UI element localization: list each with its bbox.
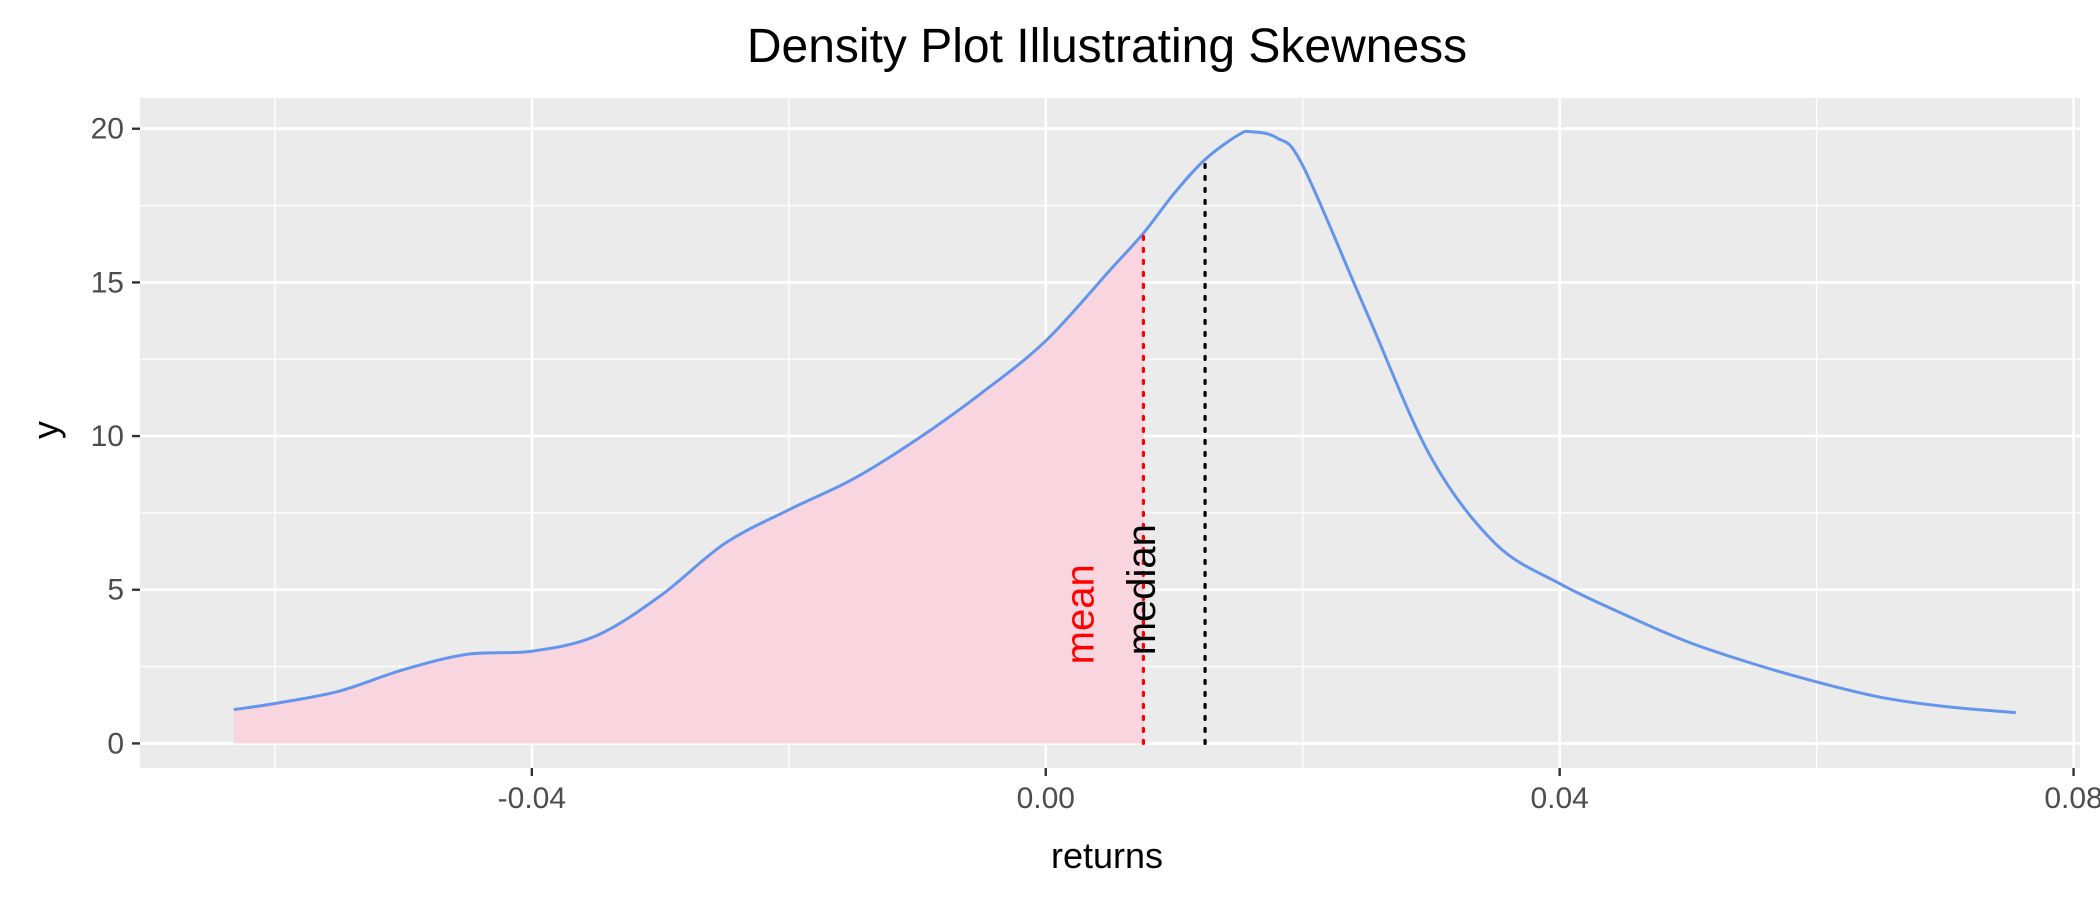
y-axis: 0 5 10 15 20: [91, 113, 140, 760]
shaded-area: [233, 233, 1144, 744]
x-tick-label: 0.08: [2044, 782, 2100, 815]
y-axis-title: y: [25, 421, 66, 439]
y-tick-label: 5: [107, 574, 124, 607]
mean-label: mean: [1058, 564, 1102, 664]
y-tick-label: 20: [91, 113, 124, 146]
x-axis-title: returns: [1051, 835, 1163, 876]
x-tick-label: 0.00: [1017, 782, 1075, 815]
x-tick-label: 0.04: [1530, 782, 1588, 815]
x-axis: -0.04 0.00 0.04 0.08: [498, 768, 2100, 815]
shaded-area-fill: [233, 233, 1144, 744]
x-tick-label: -0.04: [498, 782, 566, 815]
median-label: median: [1120, 524, 1164, 655]
y-tick-label: 0: [107, 727, 124, 760]
density-curve: [233, 129, 2016, 715]
density-line: [233, 129, 2016, 715]
y-tick-label: 15: [91, 266, 124, 299]
y-tick-label: 10: [91, 420, 124, 453]
chart-title: Density Plot Illustrating Skewness: [747, 20, 1467, 73]
annotations: mean median: [1058, 157, 1207, 746]
